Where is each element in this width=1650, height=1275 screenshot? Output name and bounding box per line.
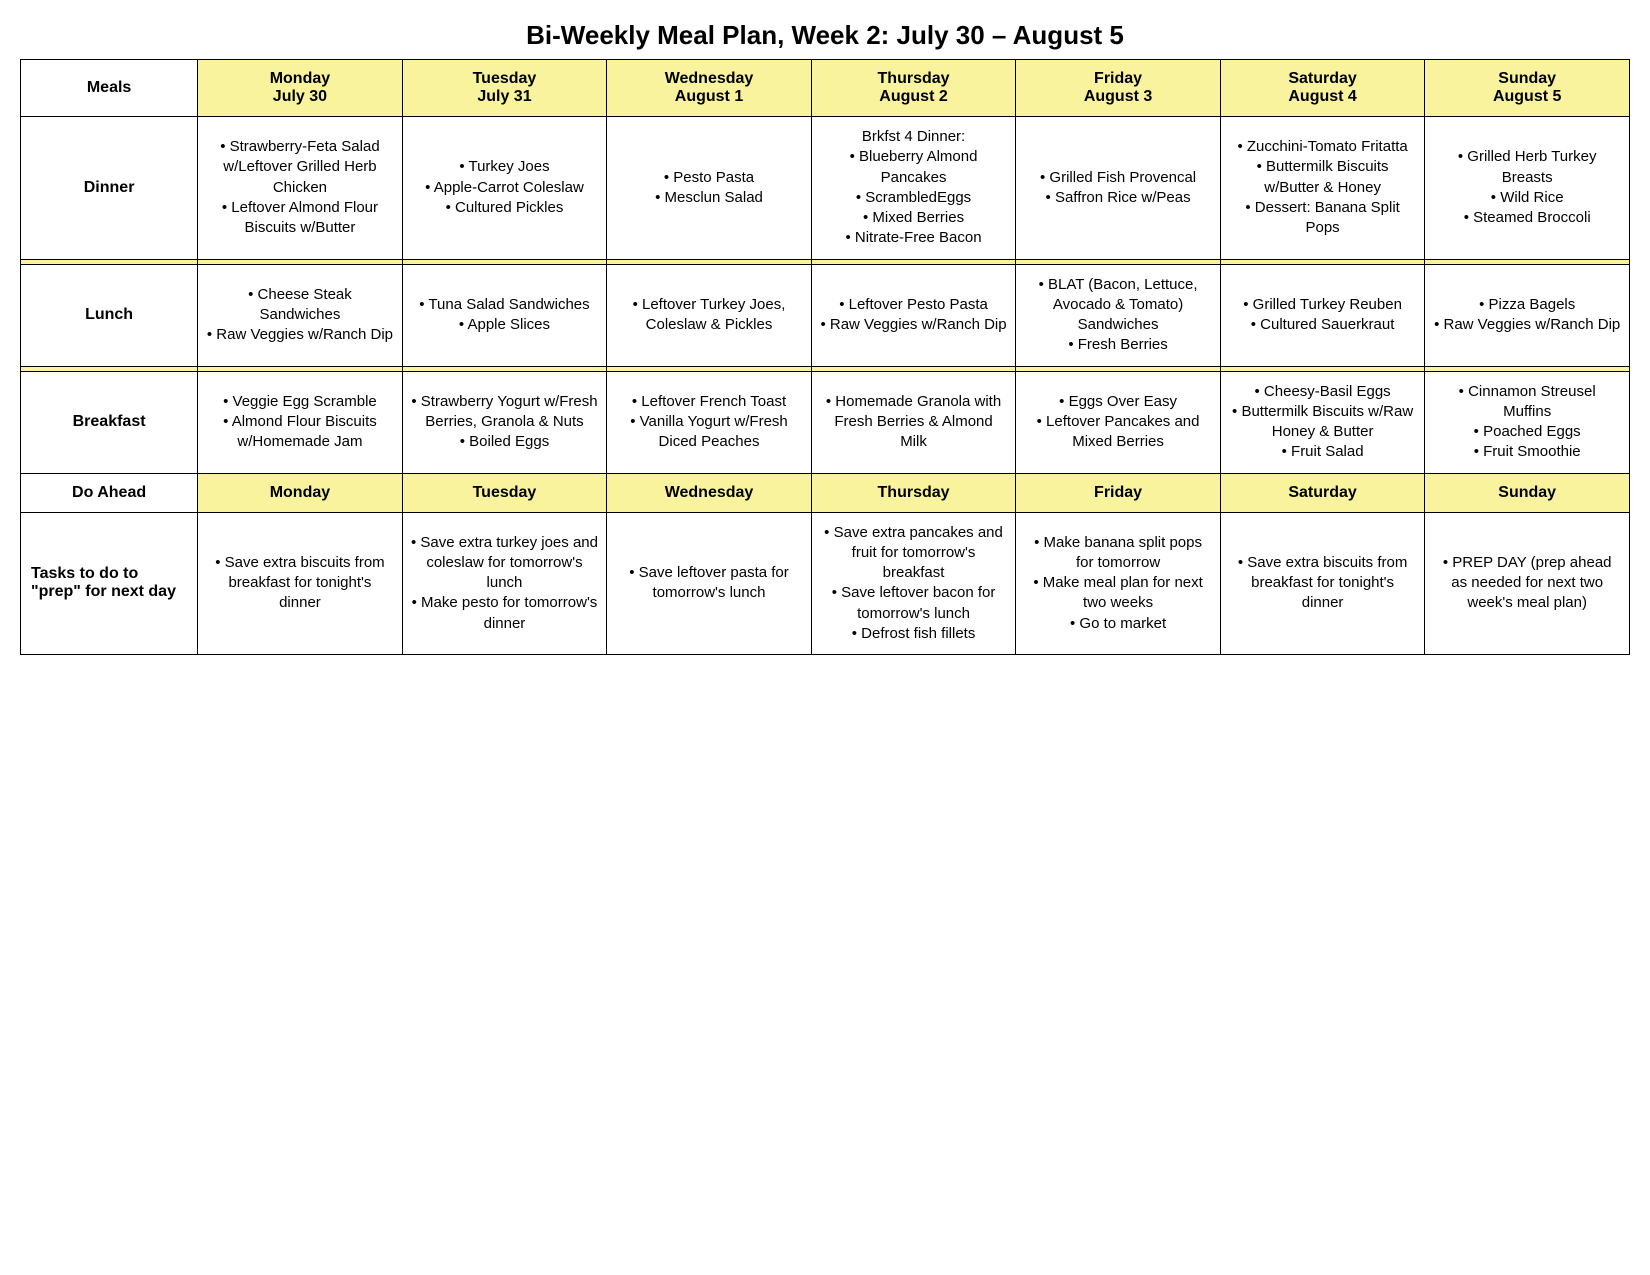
- do-ahead-header-row: Do Ahead Monday Tuesday Wednesday Thursd…: [21, 473, 1630, 512]
- dinner-row: Dinner • Strawberry-Feta Salad w/Leftove…: [21, 117, 1630, 260]
- tasks-wed: • Save leftover pasta for tomorrow's lun…: [607, 512, 812, 655]
- tasks-mon: • Save extra biscuits from breakfast for…: [198, 512, 403, 655]
- page-title: Bi-Weekly Meal Plan, Week 2: July 30 – A…: [20, 20, 1630, 51]
- do-ahead-sun: Sunday: [1425, 473, 1630, 512]
- do-ahead-fri: Friday: [1016, 473, 1221, 512]
- day-date: August 3: [1084, 88, 1152, 105]
- do-ahead-sat: Saturday: [1220, 473, 1425, 512]
- dinner-fri: • Grilled Fish Provencal• Saffron Rice w…: [1016, 117, 1221, 260]
- breakfast-row: Breakfast • Veggie Egg Scramble• Almond …: [21, 371, 1630, 473]
- day-date: July 30: [273, 88, 327, 105]
- breakfast-tue: • Strawberry Yogurt w/Fresh Berries, Gra…: [402, 371, 607, 473]
- breakfast-label: Breakfast: [21, 371, 198, 473]
- do-ahead-thu: Thursday: [811, 473, 1016, 512]
- lunch-fri: • BLAT (Bacon, Lettuce, Avocado & Tomato…: [1016, 264, 1221, 366]
- dinner-wed: • Pesto Pasta• Mesclun Salad: [607, 117, 812, 260]
- tasks-thu: • Save extra pancakes and fruit for tomo…: [811, 512, 1016, 655]
- breakfast-sat: • Cheesy-Basil Eggs• Buttermilk Biscuits…: [1220, 371, 1425, 473]
- dinner-sun: • Grilled Herb Turkey Breasts• Wild Rice…: [1425, 117, 1630, 260]
- do-ahead-mon: Monday: [198, 473, 403, 512]
- day-date: August 1: [675, 88, 743, 105]
- lunch-sat: • Grilled Turkey Reuben• Cultured Sauerk…: [1220, 264, 1425, 366]
- header-saturday: Saturday August 4: [1220, 60, 1425, 117]
- header-tuesday: Tuesday July 31: [402, 60, 607, 117]
- breakfast-thu: • Homemade Granola with Fresh Berries & …: [811, 371, 1016, 473]
- header-row: Meals Monday July 30 Tuesday July 31 Wed…: [21, 60, 1630, 117]
- day-name: Saturday: [1288, 70, 1356, 87]
- meal-plan-table: Meals Monday July 30 Tuesday July 31 Wed…: [20, 59, 1630, 655]
- lunch-tue: • Tuna Salad Sandwiches• Apple Slices: [402, 264, 607, 366]
- tasks-label: Tasks to do to "prep" for next day: [21, 512, 198, 655]
- dinner-thu: Brkfst 4 Dinner:• Blueberry Almond Panca…: [811, 117, 1016, 260]
- lunch-sun: • Pizza Bagels• Raw Veggies w/Ranch Dip: [1425, 264, 1630, 366]
- day-name: Tuesday: [473, 70, 537, 87]
- tasks-tue: • Save extra turkey joes and coleslaw fo…: [402, 512, 607, 655]
- header-friday: Friday August 3: [1016, 60, 1221, 117]
- tasks-sun: • PREP DAY (prep ahead as needed for nex…: [1425, 512, 1630, 655]
- day-name: Wednesday: [665, 70, 754, 87]
- dinner-tue: • Turkey Joes• Apple-Carrot Coleslaw• Cu…: [402, 117, 607, 260]
- day-date: July 31: [477, 88, 531, 105]
- header-wednesday: Wednesday August 1: [607, 60, 812, 117]
- header-sunday: Sunday August 5: [1425, 60, 1630, 117]
- lunch-label: Lunch: [21, 264, 198, 366]
- lunch-mon: • Cheese Steak Sandwiches• Raw Veggies w…: [198, 264, 403, 366]
- dinner-sat: • Zucchini-Tomato Fritatta• Buttermilk B…: [1220, 117, 1425, 260]
- lunch-wed: • Leftover Turkey Joes, Coleslaw & Pickl…: [607, 264, 812, 366]
- tasks-row: Tasks to do to "prep" for next day • Sav…: [21, 512, 1630, 655]
- header-meals: Meals: [21, 60, 198, 117]
- dinner-mon: • Strawberry-Feta Salad w/Leftover Grill…: [198, 117, 403, 260]
- header-monday: Monday July 30: [198, 60, 403, 117]
- breakfast-wed: • Leftover French Toast• Vanilla Yogurt …: [607, 371, 812, 473]
- lunch-row: Lunch • Cheese Steak Sandwiches• Raw Veg…: [21, 264, 1630, 366]
- breakfast-fri: • Eggs Over Easy• Leftover Pancakes and …: [1016, 371, 1221, 473]
- dinner-label: Dinner: [21, 117, 198, 260]
- day-name: Thursday: [878, 70, 950, 87]
- day-name: Friday: [1094, 70, 1142, 87]
- lunch-thu: • Leftover Pesto Pasta• Raw Veggies w/Ra…: [811, 264, 1016, 366]
- breakfast-mon: • Veggie Egg Scramble• Almond Flour Bisc…: [198, 371, 403, 473]
- day-date: August 2: [879, 88, 947, 105]
- breakfast-sun: • Cinnamon Streusel Muffins• Poached Egg…: [1425, 371, 1630, 473]
- day-date: August 4: [1288, 88, 1356, 105]
- tasks-sat: • Save extra biscuits from breakfast for…: [1220, 512, 1425, 655]
- tasks-fri: • Make banana split pops for tomorrow• M…: [1016, 512, 1221, 655]
- do-ahead-label: Do Ahead: [21, 473, 198, 512]
- header-thursday: Thursday August 2: [811, 60, 1016, 117]
- day-name: Monday: [270, 70, 330, 87]
- do-ahead-tue: Tuesday: [402, 473, 607, 512]
- do-ahead-wed: Wednesday: [607, 473, 812, 512]
- day-name: Sunday: [1498, 70, 1556, 87]
- day-date: August 5: [1493, 88, 1561, 105]
